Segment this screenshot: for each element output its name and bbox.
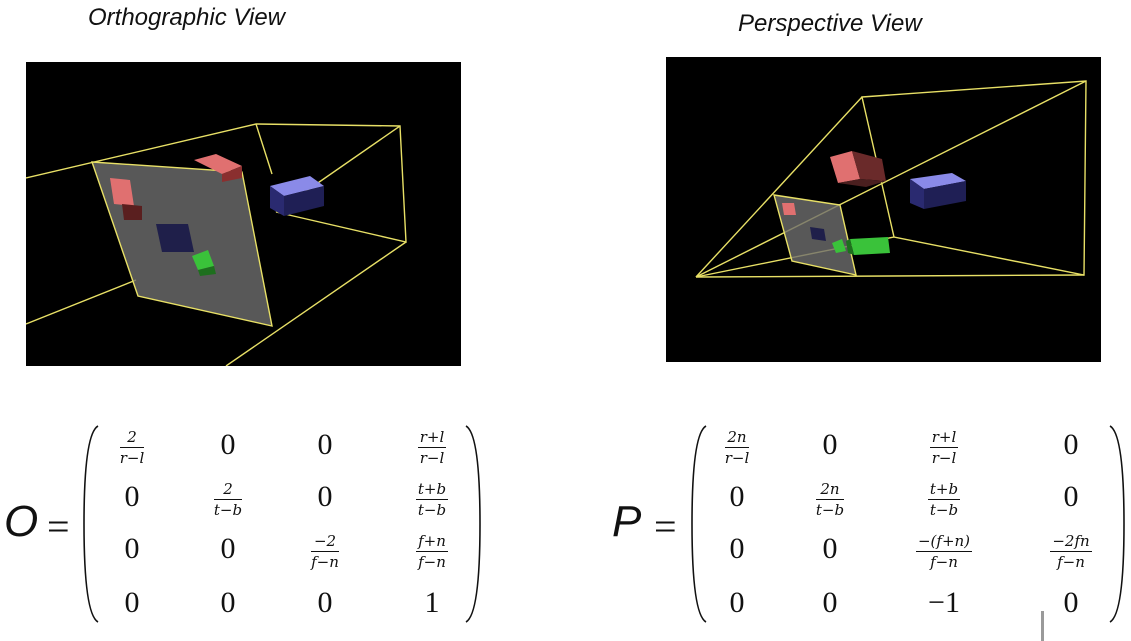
red-cube-top [194,154,242,182]
fraction-numerator: f+n [416,532,448,552]
green-square-on-plane [832,239,846,253]
matrix-entry: 0 [822,532,838,565]
orthographic-render [26,62,461,366]
matrix-fraction: t+b t−b [392,482,472,518]
matrix-fraction: t+b t−b [904,482,984,518]
matrix-name-p: P [612,497,642,546]
fraction-denominator: t−b [417,501,447,519]
matrix-entry: 1 [424,586,440,619]
matrix-entry: 0 [317,480,333,513]
matrix-entry: 0 [822,586,838,619]
green-cube [846,237,890,255]
fraction-numerator: t+b [927,480,961,500]
fraction-denominator: r−l [419,449,445,467]
fraction-numerator: 2 [213,482,243,500]
fraction-denominator: r−l [724,449,750,467]
matrix-entry: 0 [124,586,140,619]
matrix-entry: 0 [317,428,333,461]
matrix-fraction: 2n r−l [697,430,777,466]
fraction-numerator: t+b [415,480,449,500]
fraction-numerator: 2 [119,430,145,448]
text-cursor [1041,611,1044,641]
fraction-numerator: −(f+n) [915,532,973,552]
left-matrix-bracket-open [83,425,99,623]
blue-square-on-plane [156,224,194,252]
equals-sign-right: = [654,504,677,549]
matrix-entry: 0 [220,586,236,619]
fraction-denominator: t−b [929,501,959,519]
matrix-fraction: 2 t−b [188,482,268,518]
matrix-name-o: O [4,497,39,546]
right-matrix-bracket-close [1109,425,1125,623]
perspective-view-title: Perspective View [738,10,922,37]
equals-sign-left: = [47,504,70,549]
matrix-fraction: −2 f−n [285,534,365,570]
fraction-denominator: t−b [815,501,845,519]
matrix-fraction: 2n t−b [790,482,870,518]
green-square [192,250,214,270]
matrix-fraction: r+l r−l [392,430,472,466]
matrix-fraction: f+n f−n [392,534,472,570]
fraction-numerator: −2 [311,534,339,552]
matrix-entry: 0 [124,480,140,513]
fraction-denominator: f−n [311,553,339,571]
frustum-box-lines [26,123,407,366]
matrix-entry: 0 [1063,586,1079,619]
left-matrix-bracket-close [465,425,481,623]
fraction-denominator: f−n [418,553,446,571]
matrix-entry: 0 [220,428,236,461]
matrix-entry: 0 [220,532,236,565]
fraction-numerator: r+l [417,428,447,448]
matrix-entry: 0 [1063,428,1079,461]
right-matrix-bracket-open [691,425,707,623]
blue-square-on-plane [810,227,826,241]
fraction-numerator: r+l [929,428,959,448]
matrix-entry: 0 [729,532,745,565]
orthographic-view-title: Orthographic View [88,4,285,31]
fraction-numerator: −2fn [1050,532,1092,552]
matrix-entry: 0 [822,428,838,461]
matrix-fraction: −2fn f−n [1031,534,1111,570]
fraction-denominator: r−l [931,449,957,467]
perspective-render [666,57,1101,362]
red-square-on-plane [782,203,796,215]
matrix-fraction: −(f+n) f−n [904,534,984,570]
matrix-entry: 0 [1063,480,1079,513]
matrix-entry: 0 [729,586,745,619]
matrix-entry: 0 [729,480,745,513]
fraction-numerator: 2n [815,482,845,500]
matrix-entry: 0 [317,586,333,619]
blue-cube [270,176,324,216]
red-square-on-plane [110,178,134,206]
fraction-numerator: 2n [724,430,750,448]
matrix-entry: −1 [928,586,960,619]
blue-cube [910,173,966,209]
fraction-denominator: f−n [1057,553,1085,571]
matrix-fraction: 2 r−l [92,430,172,466]
fraction-denominator: r−l [119,449,145,467]
fraction-denominator: f−n [930,553,958,571]
red-cube [830,151,886,187]
matrix-fraction: r+l r−l [904,430,984,466]
matrix-entry: 0 [124,532,140,565]
fraction-denominator: t−b [213,501,243,519]
frustum-lines [695,80,1087,278]
